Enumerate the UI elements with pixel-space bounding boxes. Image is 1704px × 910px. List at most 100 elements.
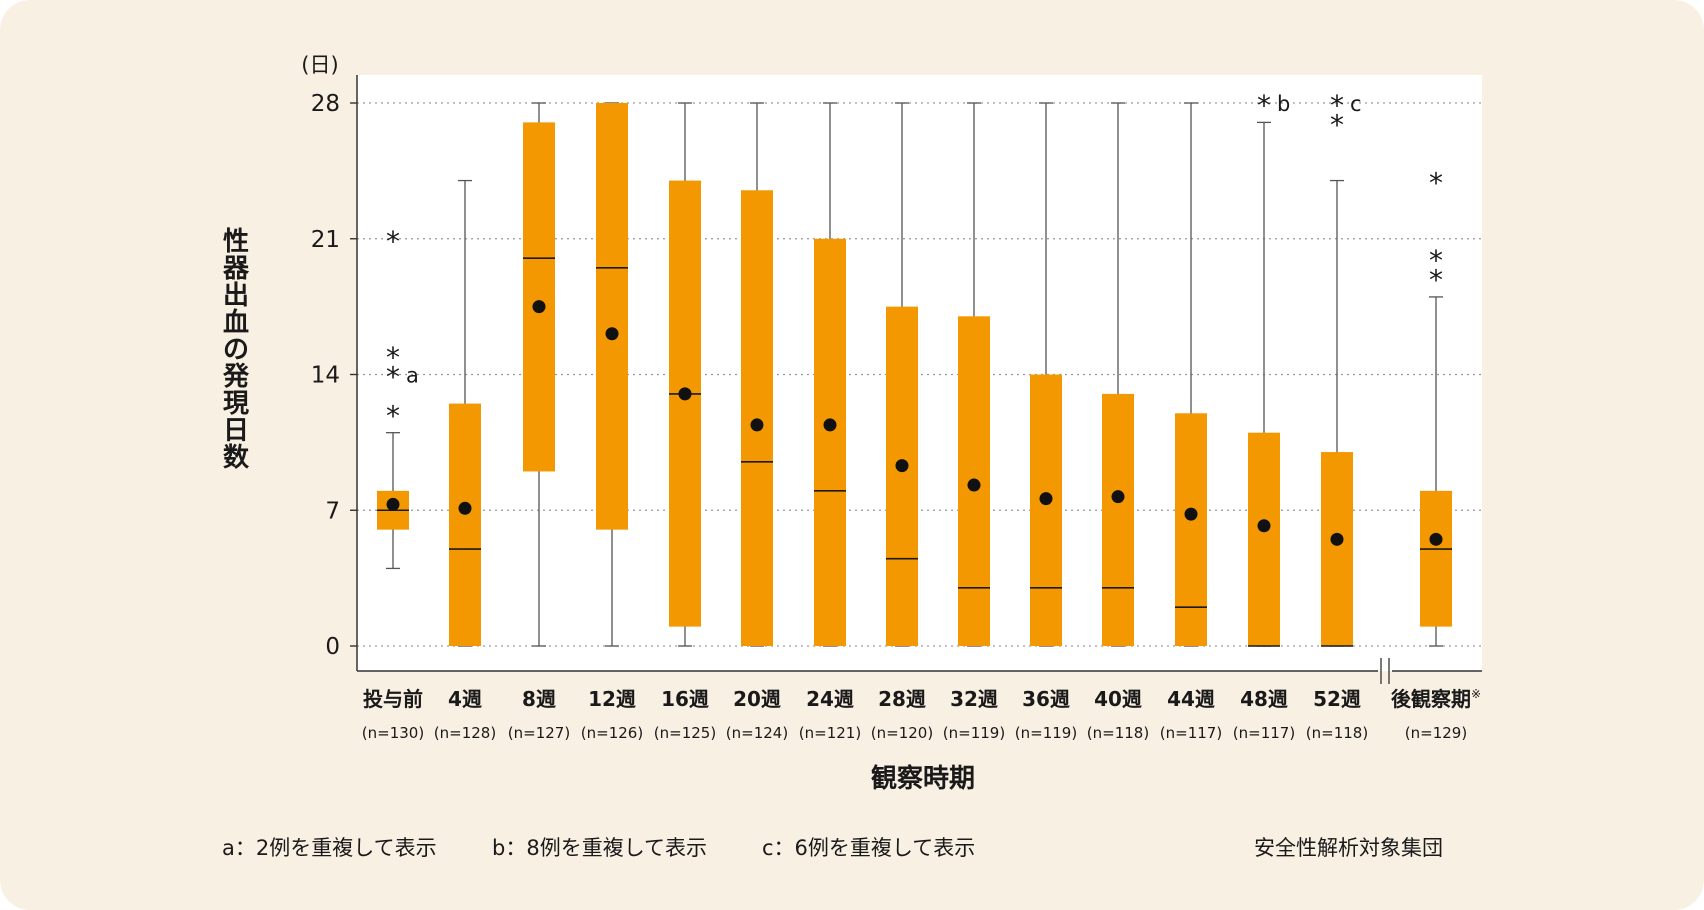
outlier-note: a bbox=[406, 364, 419, 388]
box-iqr bbox=[741, 190, 773, 646]
mean-point bbox=[678, 387, 692, 401]
x-tick-label: 投与前 bbox=[363, 687, 423, 711]
x-tick-n-label: (n=127) bbox=[508, 724, 570, 742]
mean-point bbox=[1330, 532, 1344, 546]
box-iqr bbox=[886, 306, 918, 646]
outlier-note: b bbox=[1277, 92, 1290, 116]
mean-point bbox=[1111, 490, 1125, 504]
x-tick-n-label: (n=130) bbox=[362, 724, 424, 742]
x-tick-n-label: (n=125) bbox=[654, 724, 716, 742]
x-tick-n-label: (n=126) bbox=[581, 724, 643, 742]
mean-point bbox=[458, 501, 472, 515]
box-iqr bbox=[449, 403, 481, 646]
y-tick-label: 21 bbox=[311, 227, 340, 253]
mean-point bbox=[1429, 532, 1443, 546]
y-tick-label: 28 bbox=[311, 91, 340, 117]
x-tick-n-label: (n=118) bbox=[1306, 724, 1368, 742]
mean-point bbox=[750, 418, 764, 432]
x-tick-n-label: (n=119) bbox=[1015, 724, 1077, 742]
box-iqr bbox=[1030, 374, 1062, 646]
x-tick-label: 48週 bbox=[1240, 687, 1288, 711]
x-tick-label: 8週 bbox=[522, 687, 556, 711]
footnote-a: a：2例を重複して表示 bbox=[222, 836, 437, 860]
box-group: 40週 (n=118) bbox=[1087, 102, 1149, 742]
box-group: 12週 (n=126) bbox=[581, 102, 643, 742]
box-iqr bbox=[1102, 393, 1134, 646]
box-iqr bbox=[1248, 432, 1280, 646]
y-unit-label: (日) bbox=[301, 53, 338, 77]
box-group: 28週 (n=120) bbox=[871, 102, 933, 742]
mean-point bbox=[605, 327, 619, 341]
outlier-point: * bbox=[1429, 167, 1443, 200]
y-tick-label: 7 bbox=[325, 498, 340, 524]
x-tick-label: 32週 bbox=[950, 687, 998, 711]
outlier-point: * bbox=[386, 225, 400, 258]
box-iqr bbox=[814, 238, 846, 646]
mean-point bbox=[1039, 492, 1053, 506]
footnote-c: c：6例を重複して表示 bbox=[762, 836, 976, 860]
mean-point bbox=[1184, 507, 1198, 521]
x-tick-n-label: (n=120) bbox=[871, 724, 933, 742]
box-group: 16週 (n=125) bbox=[654, 102, 716, 742]
x-tick-label: 12週 bbox=[588, 687, 636, 711]
footnote-b: b：8例を重複して表示 bbox=[492, 836, 708, 860]
box-group: 32週 (n=119) bbox=[943, 102, 1005, 742]
box-group: 8週 (n=127) bbox=[508, 102, 570, 742]
y-tick-label: 0 bbox=[325, 634, 340, 660]
x-tick-label: 16週 bbox=[661, 687, 709, 711]
box-iqr bbox=[596, 103, 628, 530]
x-tick-n-label: (n=118) bbox=[1087, 724, 1149, 742]
x-tick-n-label: (n=117) bbox=[1233, 724, 1295, 742]
x-tick-label: 28週 bbox=[878, 687, 926, 711]
x-tick-label: 後観察期※ bbox=[1391, 687, 1481, 711]
x-tick-label: 24週 bbox=[806, 687, 854, 711]
box-group: * b 48週 (n=117) bbox=[1233, 89, 1295, 742]
x-tick-n-label: (n=117) bbox=[1160, 724, 1222, 742]
x-tick-label: 20週 bbox=[733, 687, 781, 711]
box-iqr bbox=[669, 180, 701, 627]
box-iqr bbox=[1420, 490, 1452, 627]
x-tick-label: 44週 bbox=[1167, 687, 1215, 711]
y-tick-label: 14 bbox=[311, 363, 340, 389]
mean-point bbox=[895, 459, 909, 473]
x-tick-label: 4週 bbox=[448, 687, 482, 711]
box-group: 4週 (n=128) bbox=[434, 179, 496, 742]
plot-area: 07142128****a投与前(n=130)4週(n=128)8週(n=127… bbox=[311, 75, 1482, 742]
box-group: ** c 52週 (n=118) bbox=[1306, 89, 1368, 742]
box-group: ***後観察期※(n=129) bbox=[1391, 167, 1481, 742]
box-group: 44週 (n=117) bbox=[1160, 102, 1222, 742]
analysis-population: 安全性解析対象集団 bbox=[1254, 836, 1443, 860]
box-iqr bbox=[523, 122, 555, 472]
mean-point bbox=[1257, 519, 1271, 533]
box-group: 36週 (n=119) bbox=[1015, 102, 1077, 742]
outlier-point: * bbox=[386, 399, 400, 432]
mean-point bbox=[386, 497, 400, 511]
x-tick-n-label: (n=128) bbox=[434, 724, 496, 742]
outlier-point: * bbox=[1429, 244, 1443, 277]
mean-point bbox=[967, 478, 981, 492]
x-tick-n-label: (n=121) bbox=[799, 724, 861, 742]
mean-point bbox=[532, 300, 546, 314]
x-tick-n-label: (n=119) bbox=[943, 724, 1005, 742]
box-group: 24週 (n=121) bbox=[799, 102, 861, 742]
outlier-point: * bbox=[1429, 264, 1443, 297]
outlier-point: * bbox=[386, 341, 400, 374]
x-axis-title: 観察時期 bbox=[871, 763, 975, 794]
outlier-point: * bbox=[1330, 108, 1344, 141]
outlier-point: * bbox=[386, 361, 400, 394]
x-tick-n-label: (n=129) bbox=[1405, 724, 1467, 742]
outlier-point: * bbox=[1257, 89, 1271, 122]
x-tick-label: 52週 bbox=[1313, 687, 1361, 711]
x-tick-label: 40週 bbox=[1094, 687, 1142, 711]
x-tick-label: 36週 bbox=[1022, 687, 1070, 711]
box-group: 20週 (n=124) bbox=[726, 102, 788, 742]
y-axis-title: 性器出血の発現日数 bbox=[222, 227, 250, 473]
x-tick-n-label: (n=124) bbox=[726, 724, 788, 742]
box-iqr bbox=[1321, 452, 1353, 646]
outlier-note: c bbox=[1350, 92, 1362, 116]
outlier-point: * bbox=[1330, 89, 1344, 122]
mean-point bbox=[823, 418, 837, 432]
